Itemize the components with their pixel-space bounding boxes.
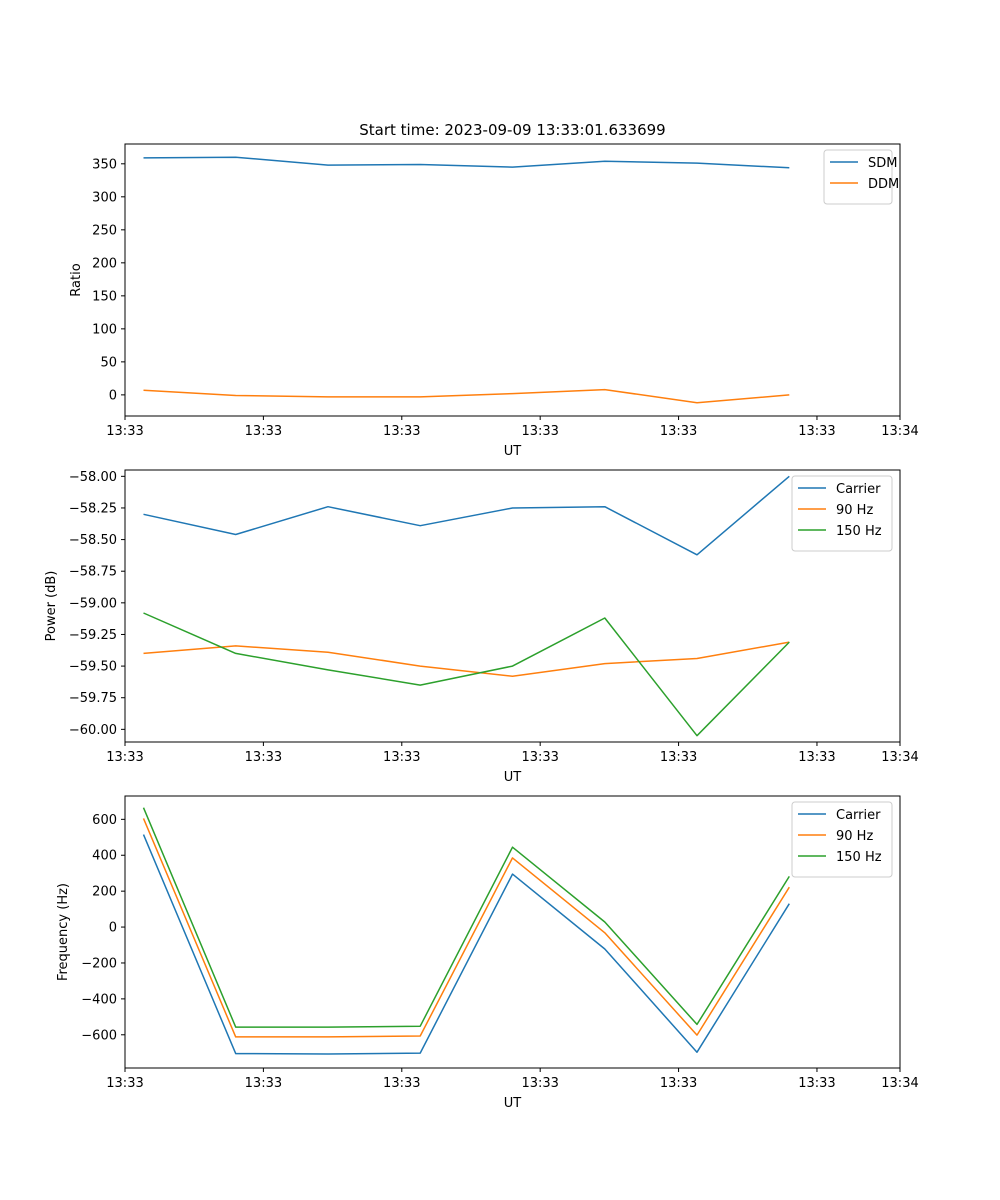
90-hz-series-line bbox=[143, 641, 790, 677]
150-hz-series-line bbox=[143, 612, 790, 737]
ratio-subplot: 13:33 13:33 13:33 13:33 13:33 13:33 13:34 0 50 10… bbox=[69, 121, 919, 459]
y-tick-label: 0 bbox=[109, 388, 117, 403]
x-tick-label: 13:34 bbox=[881, 424, 918, 439]
x-tick-label: 13:34 bbox=[881, 1076, 918, 1091]
x-tick-label: 13:33 bbox=[521, 750, 558, 765]
chart-title: Start time: 2023-09-09 13:33:01.633699 bbox=[359, 121, 665, 139]
y-tick-label: −59.00 bbox=[69, 596, 117, 611]
y-tick-label: −58.00 bbox=[69, 470, 117, 485]
x-tick-label: 13:33 bbox=[383, 1076, 420, 1091]
carrier-series-line bbox=[142, 834, 790, 1055]
carrier-legend-label: Carrier bbox=[836, 808, 881, 823]
x-tick-label: 13:34 bbox=[881, 750, 918, 765]
y-tick-label: 350 bbox=[92, 157, 117, 172]
y-axis-label: Ratio bbox=[69, 263, 84, 296]
y-tick-label: −400 bbox=[81, 992, 117, 1007]
x-tick-label: 13:33 bbox=[106, 424, 143, 439]
90-hz-legend-label: 90 Hz bbox=[836, 503, 873, 518]
150-hz-legend-label: 150 Hz bbox=[836, 850, 882, 865]
legend: SDM DDM bbox=[823, 149, 899, 205]
x-tick-label: 13:33 bbox=[383, 750, 420, 765]
legend-box bbox=[791, 801, 893, 878]
y-tick-label: −600 bbox=[81, 1028, 117, 1043]
sdm-series-line bbox=[143, 156, 790, 169]
y-tick-label: −59.25 bbox=[69, 628, 117, 643]
y-tick-label: −60.00 bbox=[69, 723, 117, 738]
y-tick-label: 250 bbox=[92, 223, 117, 238]
y-tick-label: 300 bbox=[92, 190, 117, 205]
legend: Carrier 90 Hz 150 Hz bbox=[791, 475, 893, 552]
y-tick-label: 100 bbox=[92, 322, 117, 337]
x-tick-label: 13:33 bbox=[106, 1076, 143, 1091]
x-tick-label: 13:33 bbox=[245, 750, 282, 765]
x-tick-label: 13:33 bbox=[798, 750, 835, 765]
x-tick-label: 13:33 bbox=[245, 1076, 282, 1091]
y-tick-label: −58.50 bbox=[69, 533, 117, 548]
x-axis-label: UT bbox=[504, 444, 522, 459]
x-axis-label: UT bbox=[504, 1096, 522, 1111]
y-tick-label: −200 bbox=[81, 956, 117, 971]
legend-box bbox=[791, 475, 893, 552]
y-tick-label: 200 bbox=[92, 256, 117, 271]
x-tick-label: 13:33 bbox=[383, 424, 420, 439]
y-axis-label: Frequency (Hz) bbox=[56, 883, 71, 981]
x-tick-label: 13:33 bbox=[660, 424, 697, 439]
150-hz-legend-label: 150 Hz bbox=[836, 524, 882, 539]
90-hz-series-line bbox=[142, 818, 790, 1038]
x-tick-label: 13:33 bbox=[521, 424, 558, 439]
x-axis-label: UT bbox=[504, 770, 522, 785]
x-tick-label: 13:33 bbox=[660, 750, 697, 765]
y-tick-label: 600 bbox=[92, 813, 117, 828]
frequency-subplot: 13:33 13:33 13:33 13:33 13:33 13:33 13:34 −600 −… bbox=[56, 795, 919, 1111]
axes-frame bbox=[124, 469, 901, 743]
sdm-legend-label: SDM bbox=[868, 156, 897, 171]
legend-box bbox=[823, 149, 893, 205]
x-tick-label: 13:33 bbox=[798, 1076, 835, 1091]
y-tick-label: 200 bbox=[92, 885, 117, 900]
y-tick-label: 150 bbox=[92, 289, 117, 304]
y-tick-label: −58.25 bbox=[69, 501, 117, 516]
carrier-series-line bbox=[143, 475, 790, 556]
power-subplot: 13:33 13:33 13:33 13:33 13:33 13:33 13:34 −60.0… bbox=[44, 469, 919, 785]
x-tick-label: 13:33 bbox=[798, 424, 835, 439]
x-tick-label: 13:33 bbox=[245, 424, 282, 439]
y-tick-label: 400 bbox=[92, 849, 117, 864]
y-axis-label: Power (dB) bbox=[44, 571, 59, 642]
x-tick-label: 13:33 bbox=[660, 1076, 697, 1091]
y-tick-label: −58.75 bbox=[69, 565, 117, 580]
90-hz-legend-label: 90 Hz bbox=[836, 829, 873, 844]
y-tick-label: 50 bbox=[100, 355, 117, 370]
x-tick-label: 13:33 bbox=[521, 1076, 558, 1091]
150-hz-series-line bbox=[142, 807, 790, 1028]
y-tick-label: −59.50 bbox=[69, 660, 117, 675]
axes-frame bbox=[124, 795, 901, 1069]
y-tick-label: −59.75 bbox=[69, 691, 117, 706]
ddm-legend-label: DDM bbox=[868, 177, 899, 192]
x-tick-label: 13:33 bbox=[106, 750, 143, 765]
y-tick-label: 0 bbox=[109, 921, 117, 936]
axes-frame bbox=[124, 143, 901, 417]
carrier-legend-label: Carrier bbox=[836, 482, 881, 497]
legend: Carrier 90 Hz 150 Hz bbox=[791, 801, 893, 878]
ddm-series-line bbox=[143, 388, 790, 404]
